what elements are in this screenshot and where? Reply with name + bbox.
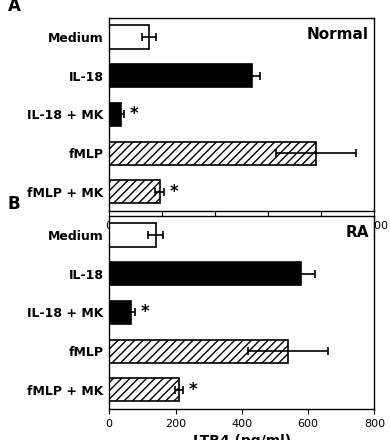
Bar bbox=[109, 142, 316, 165]
X-axis label: LTB4 (pg/ml): LTB4 (pg/ml) bbox=[193, 434, 291, 440]
Bar bbox=[109, 64, 252, 87]
Bar bbox=[109, 340, 288, 363]
Bar bbox=[109, 301, 131, 324]
Bar bbox=[109, 103, 121, 126]
Bar bbox=[109, 224, 156, 246]
Text: Normal: Normal bbox=[307, 27, 369, 42]
Text: A: A bbox=[8, 0, 21, 15]
Text: *: * bbox=[189, 381, 197, 399]
Bar bbox=[109, 26, 149, 48]
Bar bbox=[109, 378, 179, 401]
Bar bbox=[109, 180, 160, 203]
Text: *: * bbox=[140, 304, 149, 321]
Text: RA: RA bbox=[346, 225, 369, 240]
Text: *: * bbox=[170, 183, 179, 201]
Bar bbox=[109, 262, 301, 285]
Text: *: * bbox=[130, 106, 139, 123]
Text: B: B bbox=[8, 195, 20, 213]
